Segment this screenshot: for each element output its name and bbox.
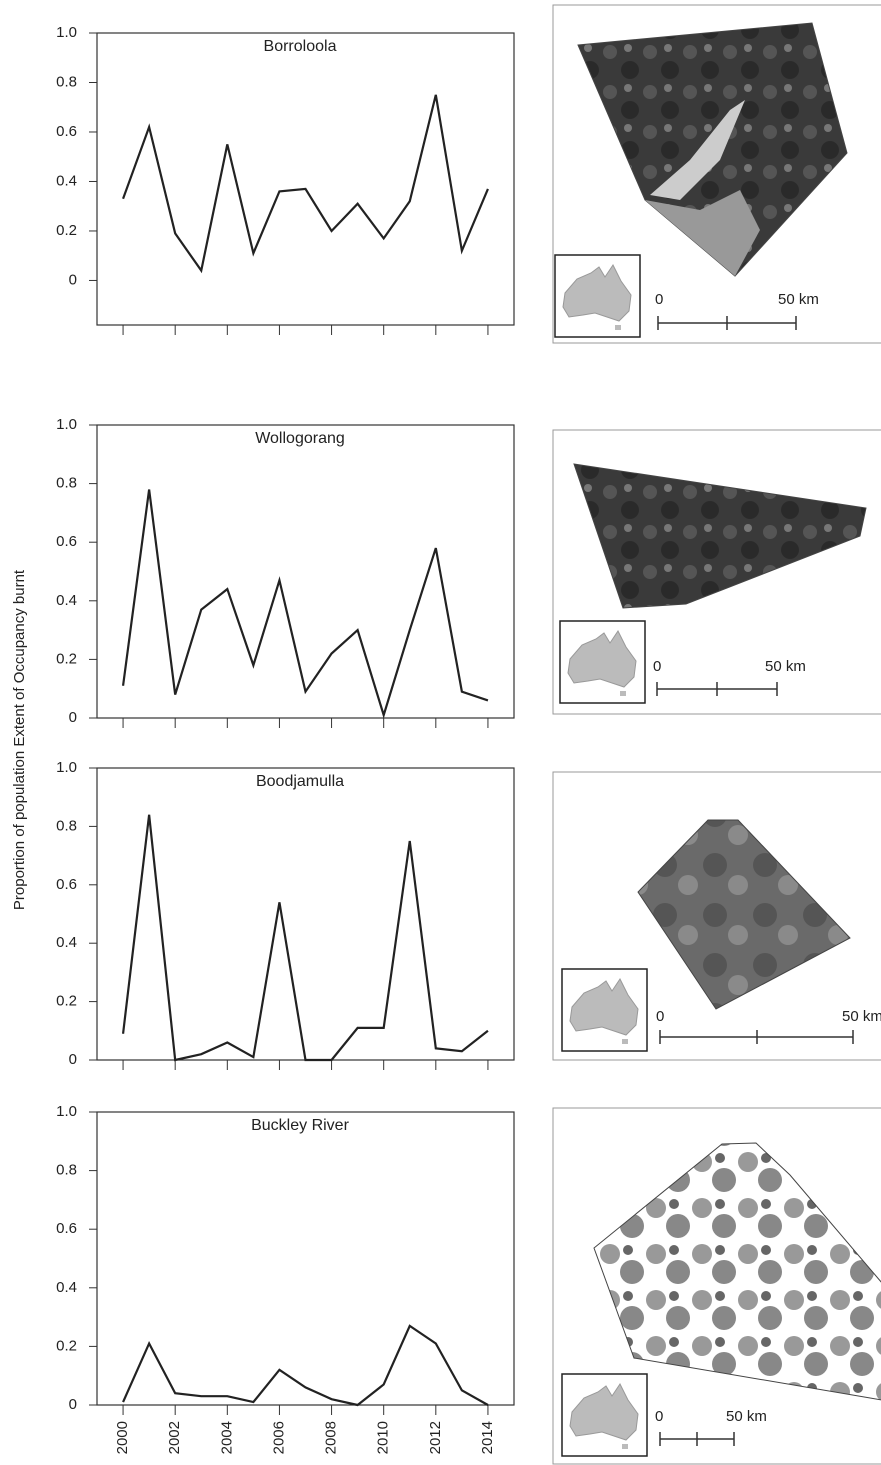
y-tick-label: 0 bbox=[69, 1396, 77, 1413]
y-tick-label: 0 bbox=[69, 271, 77, 288]
y-tick-label: 0.8 bbox=[56, 475, 77, 492]
y-tick-label: 0 bbox=[69, 709, 77, 726]
chart-title: Borroloola bbox=[264, 38, 337, 55]
map-panel: 0 50 km bbox=[552, 4, 881, 344]
y-tick-label: 0.4 bbox=[56, 172, 77, 189]
x-tick-label: 2000 bbox=[114, 1421, 131, 1454]
y-tick-label: 0.6 bbox=[56, 533, 77, 550]
y-tick-label: 1.0 bbox=[56, 416, 77, 433]
scale-label: 50 km bbox=[778, 291, 819, 308]
y-tick-label: 1.0 bbox=[56, 1103, 77, 1120]
data-line bbox=[121, 814, 489, 1062]
x-tick-label: 2010 bbox=[375, 1421, 392, 1454]
y-tick-label: 1.0 bbox=[56, 24, 77, 41]
scale-label: 0 bbox=[655, 291, 663, 308]
y-tick-label: 0.2 bbox=[56, 993, 77, 1010]
map-panel: 0 50 km bbox=[552, 1107, 881, 1465]
scale-label: 50 km bbox=[842, 1008, 881, 1025]
map-panel: 0 50 km bbox=[552, 771, 881, 1061]
map-panel: 0 50 km bbox=[552, 429, 881, 715]
scale-label: 50 km bbox=[726, 1408, 767, 1425]
scale-label: 0 bbox=[656, 1008, 664, 1025]
scale-label: 0 bbox=[655, 1408, 663, 1425]
data-line bbox=[122, 1324, 489, 1407]
y-tick-label: 0.2 bbox=[56, 650, 77, 667]
x-tick-label: 2002 bbox=[166, 1421, 183, 1454]
y-tick-label: 0.4 bbox=[56, 592, 77, 609]
y-tick-label: 0 bbox=[69, 1051, 77, 1068]
y-axis-label: Proportion of population Extent of Occup… bbox=[11, 569, 28, 910]
data-line bbox=[122, 94, 489, 274]
y-tick-label: 0.2 bbox=[56, 1337, 77, 1354]
scale-label: 50 km bbox=[765, 658, 806, 675]
chart-title: Boodjamulla bbox=[256, 773, 344, 790]
y-tick-label: 0.6 bbox=[56, 1220, 77, 1237]
plot-frame bbox=[96, 424, 515, 719]
y-tick-label: 0.8 bbox=[56, 73, 77, 90]
plot-frame bbox=[96, 1111, 515, 1406]
y-tick-label: 0.8 bbox=[56, 1162, 77, 1179]
chart-title: Buckley River bbox=[251, 1117, 349, 1134]
y-tick-label: 0.6 bbox=[56, 123, 77, 140]
x-tick-label: 2008 bbox=[323, 1421, 340, 1454]
y-tick-label: 0.2 bbox=[56, 222, 77, 239]
x-tick-label: 2012 bbox=[427, 1421, 444, 1454]
y-tick-label: 1.0 bbox=[56, 759, 77, 776]
y-tick-label: 0.8 bbox=[56, 817, 77, 834]
y-tick-label: 0.4 bbox=[56, 1279, 77, 1296]
y-tick-label: 0.4 bbox=[56, 934, 77, 951]
x-tick-label: 2006 bbox=[270, 1421, 287, 1454]
data-line bbox=[121, 489, 489, 719]
scale-label: 0 bbox=[653, 658, 661, 675]
chart-title: Wollogorang bbox=[255, 430, 345, 447]
plot-frame bbox=[96, 32, 515, 326]
x-tick-label: 2004 bbox=[218, 1421, 235, 1454]
x-tick-label: 2014 bbox=[479, 1421, 496, 1454]
y-tick-label: 0.6 bbox=[56, 876, 77, 893]
